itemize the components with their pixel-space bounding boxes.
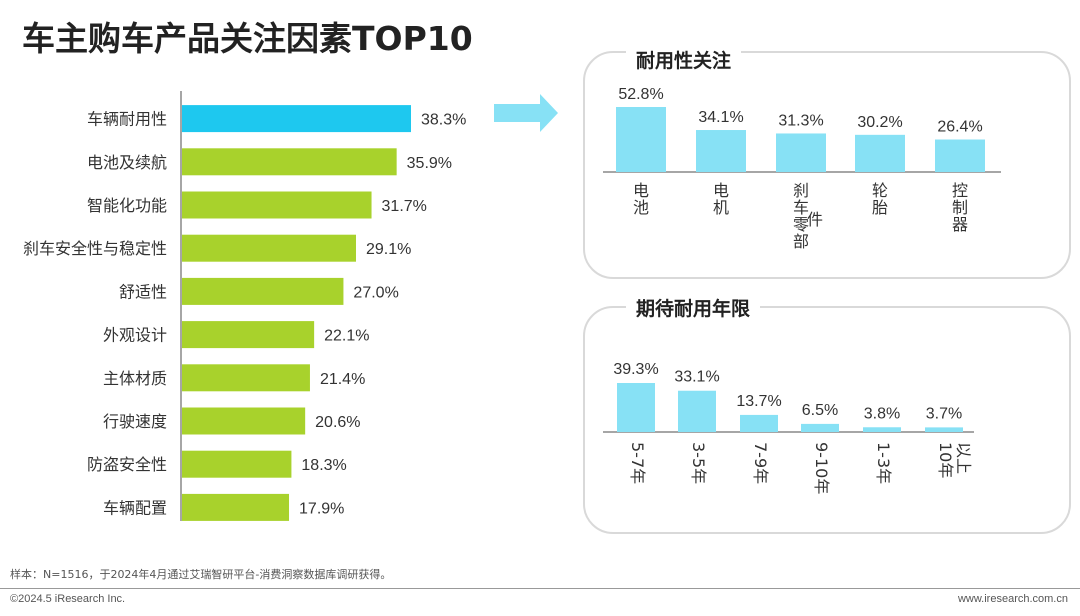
lifespan-bar [678,390,716,432]
lifespan-category-label: 以上 [954,442,973,474]
lifespan-category-label: 9-10年 [812,442,831,494]
durability-category-label: 池 [633,198,649,217]
lifespan-category-label: 7-9年 [751,442,770,484]
lifespan-category-label: 3-5年 [689,442,708,484]
durability-category-label: 零 [793,215,809,234]
lifespan-category-label: 1-3年 [874,442,893,484]
lifespan-bar [740,414,778,432]
top10-category-label: 主体材质 [103,369,167,388]
top10-value-label: 22.1% [324,328,369,345]
durability-bar [616,107,666,172]
top10-category-label: 智能化功能 [87,196,167,215]
page-title: 车主购车产品关注因素TOP10 [22,19,473,58]
lifespan-bar [617,383,655,432]
top10-value-label: 31.7% [382,198,427,215]
sample-note: 样本：N=1516，于2024年4月通过艾瑞智研平台-消费洞察数据库调研获得。 [10,568,392,581]
top10-bar [182,450,292,478]
durability-category-label: 制 [952,198,968,217]
lifespan-panel-title: 期待耐用年限 [626,294,761,321]
top10-bar [182,105,411,133]
lifespan-value-label: 3.7% [926,405,962,422]
lifespan-value-label: 3.8% [864,405,900,422]
top10-category-label: 外观设计 [103,326,167,345]
top10-value-label: 20.6% [315,414,360,431]
arrow-group [494,94,558,132]
lifespan-chart: 39.3% 5-7年 33.1% 3-5年 13.7% 7-9年 6.5% 9-10年 3.8%… [603,361,974,494]
copyright-text: ©2024.5 iResearch Inc. [10,593,126,605]
top10-bar [182,191,372,219]
top10-category-label: 车辆耐用性 [87,110,167,129]
top10-category-label: 防盗安全性 [87,455,167,474]
top10-value-label: 27.0% [353,284,398,301]
durability-value-label: 52.8% [618,86,663,103]
top10-bar [182,493,290,521]
top10-value-label: 35.9% [407,155,452,172]
top10-value-label: 18.3% [301,457,346,474]
durability-category-label: 轮 [872,181,888,200]
durability-category-label: 部 [793,232,809,251]
top10-bar [182,148,397,176]
lifespan-value-label: 39.3% [613,361,658,378]
top10-bar [182,364,310,392]
right-arrow-icon [494,94,558,132]
durability-panel-title: 耐用性关注 [626,46,742,73]
top10-value-label: 38.3% [421,112,466,129]
lifespan-bar [801,423,839,432]
top10-category-label: 刹车安全性与稳定性 [23,239,167,258]
top10-bar [182,277,344,305]
durability-category-label-extra: 件 [807,210,823,229]
footer-divider [0,588,1080,589]
lifespan-value-label: 13.7% [736,393,781,410]
durability-category-label: 器 [952,215,968,234]
lifespan-bar [863,427,901,432]
top10-value-label: 29.1% [366,241,411,258]
top10-value-label: 17.9% [299,500,344,517]
top10-bar [182,321,315,349]
durability-bar [855,134,905,172]
durability-value-label: 34.1% [698,109,743,126]
lifespan-category-label: 10年 [936,442,955,478]
top10-category-label: 行驶速度 [103,412,167,431]
durability-category-label: 车 [793,198,809,217]
top10-category-label: 车辆配置 [103,498,167,517]
durability-value-label: 26.4% [937,119,982,136]
durability-category-label: 胎 [872,198,888,217]
durability-category-label: 机 [713,198,729,217]
top10-value-label: 21.4% [320,371,365,388]
durability-bar [776,133,826,172]
durability-category-label: 电 [633,181,649,200]
durability-category-label: 刹 [793,181,809,200]
durability-category-label: 电 [713,181,729,200]
lifespan-panel [583,306,1071,534]
lifespan-value-label: 6.5% [802,402,838,419]
top10-bar [182,407,306,435]
top10-factors-chart: 车辆耐用性 38.3% 电池及续航 35.9% 智能化功能 31.7% 刹车安全性与稳定性 2… [23,91,466,521]
durability-value-label: 30.2% [857,114,902,131]
lifespan-bar [925,427,963,432]
lifespan-category-label: 5-7年 [628,442,647,484]
lifespan-value-label: 33.1% [674,369,719,386]
durability-category-label: 控 [952,181,968,200]
top10-category-label: 舒适性 [119,282,167,301]
durability-bar [696,130,746,172]
top10-category-label: 电池及续航 [87,153,167,172]
durability-value-label: 31.3% [778,112,823,129]
top10-bar [182,234,356,262]
website-link[interactable]: www.iresearch.com.cn [957,593,1068,605]
durability-bar [935,139,985,172]
